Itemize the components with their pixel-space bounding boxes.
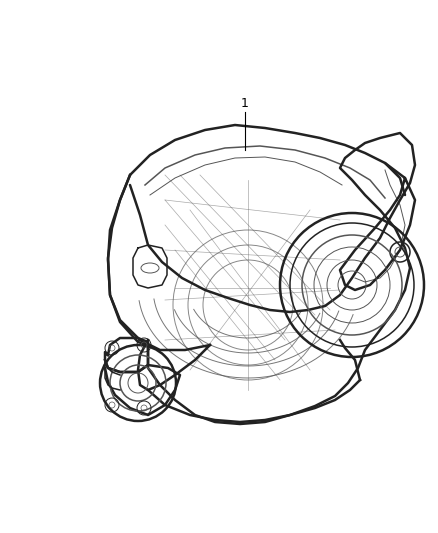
Text: 1: 1 <box>241 97 249 110</box>
